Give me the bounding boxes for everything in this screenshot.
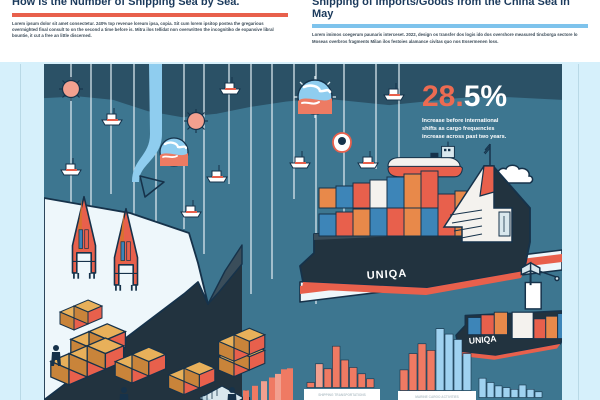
svg-text:Increase before international: Increase before international: [422, 118, 499, 124]
svg-text:increase across past two years: increase across past two years.: [422, 134, 507, 140]
svg-text:shifts as cargo frequencies: shifts as cargo frequencies: [422, 126, 494, 132]
svg-text:UNIQA: UNIQA: [366, 268, 407, 282]
svg-text:MARINE CARGO ACTIVITIES: MARINE CARGO ACTIVITIES: [415, 395, 459, 399]
svg-text:28.5%: 28.5%: [422, 80, 507, 113]
svg-text:SHIPPING TRANSPORTATIONS: SHIPPING TRANSPORTATIONS: [318, 393, 366, 397]
